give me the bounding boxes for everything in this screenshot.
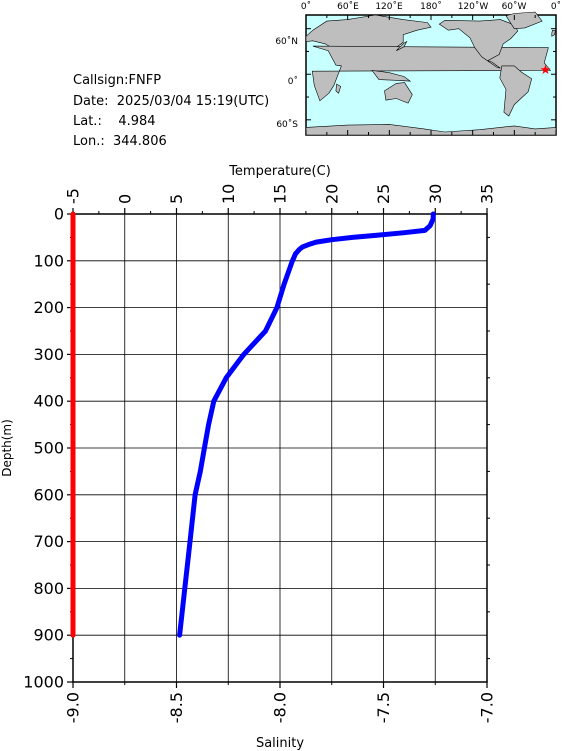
salinity-tick-label: -7.5 <box>374 692 393 723</box>
map-lon-label-0: 0˚ <box>301 1 311 12</box>
temperature-tick-label: 30 <box>426 184 445 204</box>
depth-tick-labels: 0 100 200 300 400 500 600 700 800 900 1000 <box>23 205 64 692</box>
map-ticks <box>305 15 557 135</box>
map-land-japan <box>396 40 408 51</box>
depth-tick-label: 900 <box>33 626 64 645</box>
depth-axis-label: Depth(m) <box>0 419 14 477</box>
salinity-axis-label: Salinity <box>256 736 304 751</box>
depth-tick-label: 200 <box>33 298 64 317</box>
temperature-tick-label: 35 <box>478 184 497 204</box>
depth-tick-label: 700 <box>33 532 64 551</box>
map-lon-label-60e: 60˚E <box>337 1 359 12</box>
temperature-tick-label: 25 <box>374 184 393 204</box>
depth-tick-label: 400 <box>33 392 64 411</box>
map-lon-label-120w: 120˚W <box>458 1 489 12</box>
date-text: Date: 2025/03/04 15:19(UTC) <box>73 94 270 109</box>
salinity-tick-label: -7.0 <box>478 692 497 723</box>
depth-tick-label: 1000 <box>23 673 64 692</box>
temperature-tick-labels: -5 0 5 10 15 20 25 30 35 <box>64 184 497 204</box>
depth-tick-label: 800 <box>33 579 64 598</box>
temperature-profile-line <box>177 211 436 638</box>
depth-tick-label: 500 <box>33 439 64 458</box>
map-land-africa <box>311 45 552 102</box>
map-lon-label-180: 180˚ <box>420 1 442 12</box>
map-land-madagascar <box>335 83 342 94</box>
depth-tick-label: 600 <box>33 485 64 504</box>
callsign-text: Callsign:FNFP <box>73 73 162 88</box>
map-lat-label-0: 0˚ <box>288 76 298 87</box>
temperature-tick-label: 0 <box>115 194 134 204</box>
longitude-text: Lon.: 344.806 <box>73 134 167 149</box>
temperature-tick-label: 10 <box>219 184 238 204</box>
map-landmasses <box>305 11 557 136</box>
station-marker-icon: ★ <box>540 63 552 78</box>
map-lon-label-120e: 120˚E <box>375 1 403 12</box>
map-lat-label-60s: 60˚S <box>276 119 298 130</box>
salinity-tick-labels: -9.0 -8.5 -8.0 -7.5 -7.0 <box>64 692 497 723</box>
depth-tick-label: 300 <box>33 345 64 364</box>
map-land-greenland <box>505 11 543 30</box>
depth-tick-label: 0 <box>54 205 64 224</box>
map-land-indonesia <box>371 70 412 82</box>
salinity-tick-label: -9.0 <box>64 692 83 723</box>
latitude-text: Lat.: 4.984 <box>73 114 156 129</box>
depth-tick-label: 100 <box>33 251 64 270</box>
temperature-tick-label: 20 <box>322 184 341 204</box>
map-lon-label-0-right: 0˚ <box>551 1 561 12</box>
temperature-tick-label: 5 <box>167 194 186 204</box>
world-map: 0˚ 60˚E 120˚E 180˚ 120˚W 60˚W 0˚ 60˚N 0˚… <box>275 1 561 136</box>
plot-grid <box>72 213 488 683</box>
salinity-tick-label: -8.5 <box>167 692 186 723</box>
map-lon-label-60w: 60˚W <box>502 1 527 12</box>
temperature-axis-label: Temperature(C) <box>228 164 331 179</box>
map-lat-label-60n: 60˚N <box>275 36 298 47</box>
temperature-tick-label: 15 <box>271 184 290 204</box>
map-land-australia <box>384 82 413 104</box>
plot-series <box>70 211 436 638</box>
temperature-tick-label: -5 <box>64 188 83 204</box>
map-land-south-america <box>499 65 533 117</box>
salinity-tick-label: -8.0 <box>271 692 290 723</box>
map-land-north-america <box>438 19 519 69</box>
map-land-uk <box>551 29 556 37</box>
